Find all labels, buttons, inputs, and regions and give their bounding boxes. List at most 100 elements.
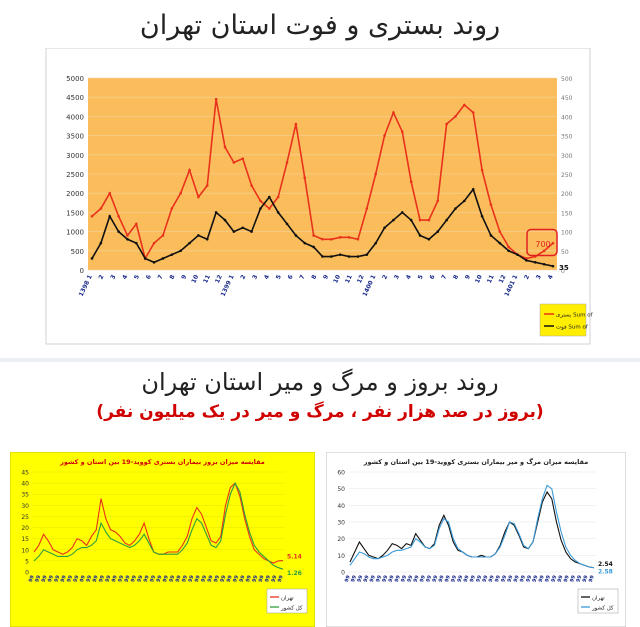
data-point: [259, 207, 262, 210]
x-tick-label: 99: [507, 574, 515, 583]
data-point: [489, 203, 493, 207]
x-tick-label: 99: [28, 574, 36, 583]
data-point: [400, 130, 404, 134]
data-point: [471, 111, 475, 114]
data-point: [241, 226, 245, 230]
data-point: [347, 255, 351, 258]
y-tick-label-right: 100: [561, 230, 573, 237]
data-point: [436, 199, 440, 203]
x-tick-label: 99: [450, 574, 458, 583]
x-tick-label: 99: [79, 574, 87, 583]
x-tick-label: 99: [488, 574, 496, 583]
x-tick-label: 99: [207, 574, 215, 583]
x-tick-label: 99: [104, 574, 112, 583]
legend-entry: تهران: [281, 596, 294, 602]
x-tick-label: 99: [494, 574, 502, 583]
data-point: [551, 264, 555, 268]
data-point: [436, 230, 440, 233]
data-point: [223, 145, 227, 149]
x-tick-label: 99: [245, 574, 253, 583]
legend-box: [577, 588, 619, 614]
x-tick-label: 7: [298, 274, 306, 281]
x-tick-label: 3: [393, 274, 401, 281]
x-tick-label: 99: [98, 574, 106, 583]
series-line-1: [33, 481, 284, 570]
x-tick-label: 99: [519, 574, 527, 583]
data-point: [197, 234, 200, 237]
y-tick-label: 10: [337, 553, 345, 560]
data-point: [321, 255, 324, 258]
x-tick-label: 11: [344, 274, 354, 285]
data-point: [374, 172, 377, 176]
data-point: [214, 211, 218, 214]
x-tick-label: 99: [181, 574, 189, 583]
x-tick-label: 99: [85, 574, 93, 583]
data-point: [126, 237, 129, 241]
x-tick-label: 99: [369, 574, 377, 583]
x-tick-label: 99: [356, 574, 364, 583]
legend-entry: کل کشور: [591, 605, 614, 612]
x-tick-label: 99: [168, 574, 176, 583]
y-tick-label-right: 350: [561, 134, 573, 141]
x-tick-label: 99: [469, 574, 477, 583]
x-tick-label: 99: [563, 574, 571, 583]
x-tick-label: 6: [145, 274, 153, 281]
data-point: [356, 255, 360, 258]
data-point: [498, 241, 502, 245]
data-point: [303, 241, 307, 245]
y-tick-label-left: 1500: [66, 209, 84, 217]
data-point: [409, 218, 413, 222]
data-point: [99, 241, 103, 245]
x-tick-label: 3: [109, 274, 117, 281]
y-tick-label: 10: [21, 547, 29, 554]
x-tick-label: 99: [500, 574, 508, 583]
chart-frame: [326, 452, 626, 627]
data-point: [542, 262, 546, 266]
x-tick-label: 99: [111, 574, 119, 583]
x-tick-label: 99: [463, 574, 471, 583]
data-point: [374, 241, 377, 245]
data-point: [117, 230, 120, 233]
x-tick-label: 99: [60, 574, 68, 583]
x-tick-label: 8: [310, 274, 318, 281]
y-tick-label-left: 5000: [66, 75, 84, 83]
annotation-label: 35: [559, 264, 569, 272]
data-point: [188, 168, 191, 172]
x-tick-label: 9: [464, 274, 472, 281]
x-tick-label: 99: [200, 574, 208, 583]
y-tick-label: 15: [21, 536, 29, 543]
incidence-chart: مقایسه میزان بروز بیماران بستری کووید-19…: [10, 452, 315, 627]
x-tick-label: 99: [156, 574, 164, 583]
data-point: [108, 214, 112, 218]
x-tick-label: 99: [41, 574, 49, 583]
x-tick-label: 99: [588, 574, 596, 583]
y-tick-label-left: 3000: [66, 152, 84, 160]
data-point: [205, 184, 209, 187]
x-tick-label: 10: [190, 274, 200, 285]
x-tick-label: 99: [136, 574, 144, 583]
data-point: [507, 249, 510, 253]
x-tick-label: 99: [481, 574, 489, 583]
y-tick-label: 20: [337, 536, 345, 543]
x-tick-label: 12: [498, 274, 508, 285]
data-point: [232, 161, 236, 164]
x-tick-label: 3: [535, 274, 543, 281]
x-tick-label: 99: [538, 574, 546, 583]
legend-entry: تهران: [592, 596, 605, 602]
y-tick-label-right: 450: [561, 95, 573, 102]
data-point: [480, 214, 484, 218]
x-tick-label: 99: [270, 574, 278, 583]
data-point: [161, 234, 165, 237]
y-tick-label-right: 300: [561, 153, 573, 160]
y-tick-label-left: 4000: [66, 113, 84, 121]
y-tick-label: 40: [21, 481, 29, 488]
data-point: [170, 207, 174, 210]
x-tick-label: 99: [258, 574, 266, 583]
annotation-label: 2.54: [598, 561, 613, 568]
y-tick-label: 0: [341, 570, 345, 577]
x-tick-label: 99: [47, 574, 55, 583]
x-tick-label: 99: [149, 574, 157, 583]
highlight-box: [526, 228, 558, 257]
top-panel: روند بستری و فوت استان تهران 0 500 1000 150…: [45, 10, 594, 345]
bottom-subtitle: (بروز در صد هزار نفر ، مرگ و میر در یک م…: [96, 402, 544, 422]
